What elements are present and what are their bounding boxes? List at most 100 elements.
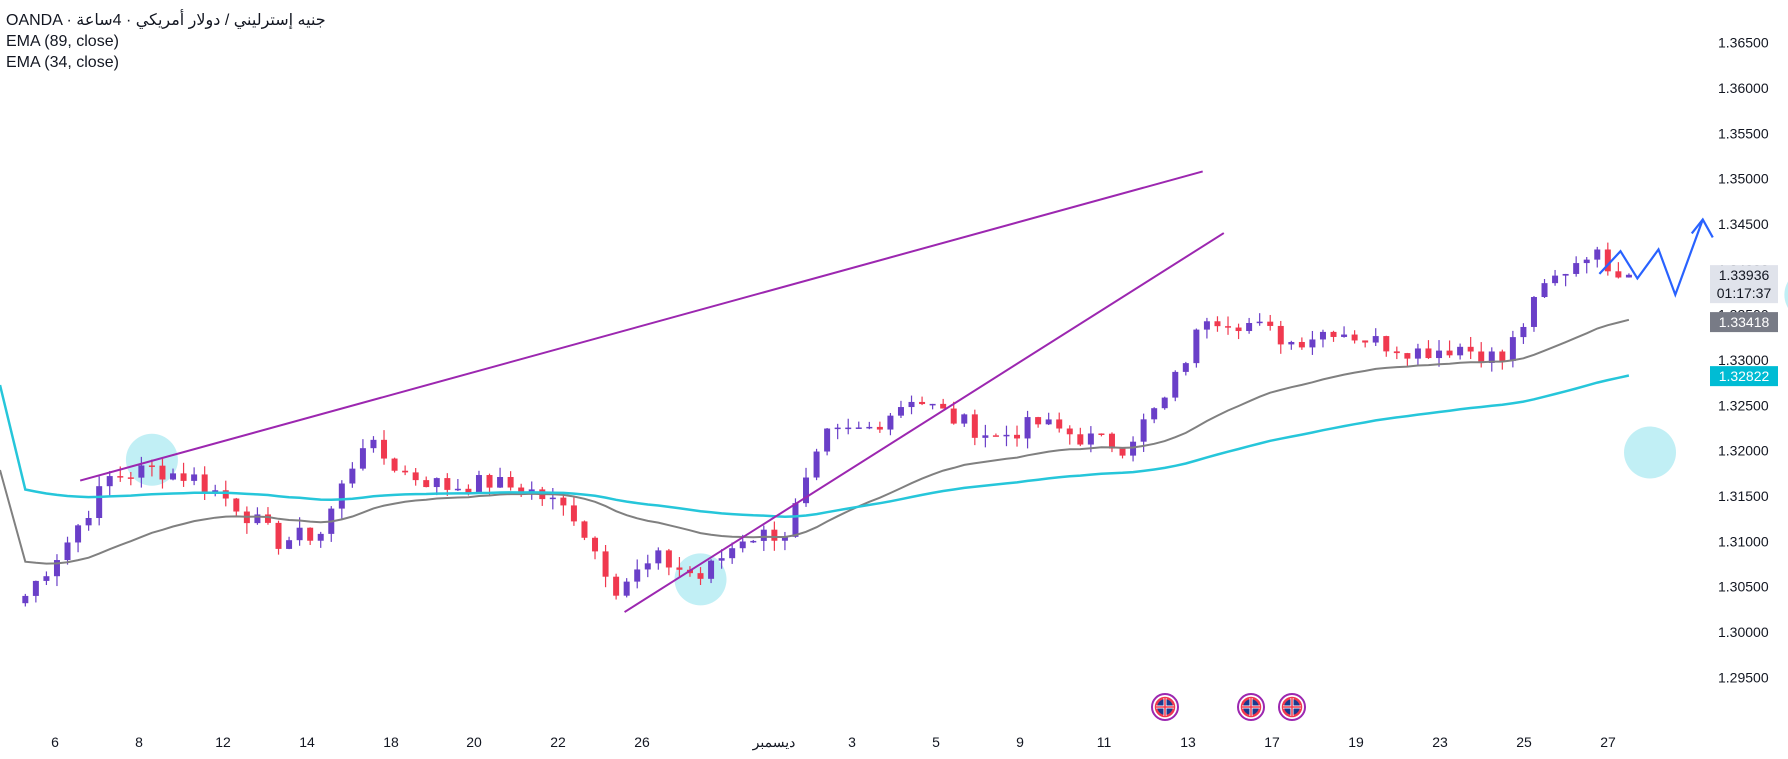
candle <box>296 517 303 546</box>
price-tick: 1.34500 <box>1718 216 1769 232</box>
price-tick: 1.31000 <box>1718 533 1769 549</box>
candle-body <box>1277 325 1284 345</box>
candle-body <box>1035 417 1042 425</box>
candle-body <box>992 435 999 437</box>
candle-body <box>1583 259 1590 264</box>
candle <box>528 481 535 500</box>
candle-body <box>275 522 282 549</box>
candle <box>961 413 968 427</box>
candle <box>1161 396 1168 410</box>
candle-body <box>381 439 388 459</box>
candle-body <box>1478 351 1485 364</box>
candle <box>1341 326 1348 338</box>
candle <box>1583 257 1590 274</box>
candle <box>233 497 240 516</box>
ema34-legend[interactable]: EMA (34, close) <box>6 54 119 71</box>
candle <box>454 478 461 492</box>
candle-body <box>570 505 577 522</box>
candle <box>919 396 926 406</box>
candle-body <box>1098 433 1105 435</box>
price-axis[interactable]: 1.365001.360001.355001.350001.345001.340… <box>1718 35 1769 686</box>
candle-body <box>581 521 588 538</box>
upper-trendline[interactable] <box>79 170 1203 482</box>
candle-body <box>940 403 947 409</box>
candle-body <box>222 490 229 499</box>
candle <box>444 473 451 496</box>
lower-trendline[interactable] <box>624 232 1225 613</box>
candle <box>423 476 430 488</box>
price-tick: 1.35500 <box>1718 125 1769 141</box>
candle <box>1362 340 1369 348</box>
ema89-price-tag-value: 1.32822 <box>1719 368 1770 384</box>
time-tick: 5 <box>932 734 940 750</box>
candle <box>1077 427 1084 447</box>
candle-body <box>1246 322 1253 332</box>
economic-events[interactable] <box>1151 693 1306 721</box>
price-tick: 1.31500 <box>1718 488 1769 504</box>
candle-body <box>1541 283 1548 298</box>
candle-body <box>22 595 29 604</box>
trendlines <box>79 170 1714 613</box>
candle <box>1319 329 1326 348</box>
candle-body <box>1161 397 1168 409</box>
candle-body <box>1140 419 1147 442</box>
candle-body <box>1235 327 1242 332</box>
candle-body <box>444 478 451 490</box>
candle <box>370 436 377 453</box>
candle-body <box>676 567 683 570</box>
time-tick: ديسمبر <box>752 734 796 751</box>
candle <box>85 510 92 531</box>
candle-body <box>507 477 514 488</box>
candle-body <box>1256 321 1263 324</box>
candle <box>697 567 704 585</box>
candle-body <box>750 540 757 543</box>
candle-body <box>1130 441 1137 456</box>
ema34-price-tag-bg <box>1710 312 1778 333</box>
time-tick: 22 <box>550 734 566 750</box>
candle-body <box>1446 350 1453 356</box>
candle <box>1066 425 1073 445</box>
candle <box>708 559 715 584</box>
candle <box>1615 262 1622 279</box>
projection-path[interactable] <box>1598 219 1704 298</box>
candle <box>1573 256 1580 277</box>
time-axis[interactable]: 6 8 12 14 18 20 22 26 ديسمبر 3 5 9 11 13 17 19 23 25 27 <box>51 734 1616 751</box>
ema89-line <box>0 374 1630 518</box>
uk-flag-icon[interactable] <box>1278 693 1306 721</box>
candle <box>1172 370 1179 402</box>
symbol-title[interactable]: OANDA · جنيه إسترليني / دولار أمريكي · 4… <box>6 12 326 29</box>
candle-body <box>43 576 50 581</box>
candle-body <box>887 415 894 430</box>
uk-flag-icon[interactable] <box>1237 693 1265 721</box>
uk-flag-icon[interactable] <box>1151 693 1179 721</box>
candle-body <box>1309 339 1316 348</box>
time-tick: 18 <box>383 734 399 750</box>
candle-body <box>317 533 324 541</box>
candle-body <box>1014 434 1021 439</box>
last-price-tag-countdown: 01:17:37 <box>1717 285 1772 301</box>
candle <box>138 456 145 488</box>
candle-body <box>1520 326 1527 338</box>
candle <box>1098 433 1105 437</box>
candle <box>1298 337 1305 350</box>
candle-body <box>1077 434 1084 445</box>
candle-body <box>623 581 630 596</box>
candle-body <box>1467 346 1474 352</box>
ema34-price-tag: 1.33418 <box>1710 312 1778 333</box>
touch-point-highlights <box>125 281 1788 606</box>
time-tick: 19 <box>1348 734 1364 750</box>
ema89-legend[interactable]: EMA (89, close) <box>6 33 119 50</box>
candle <box>1562 273 1569 287</box>
candle <box>1372 328 1379 347</box>
candle <box>1108 432 1115 453</box>
candle-body <box>233 498 240 512</box>
candle <box>665 548 672 576</box>
candle <box>982 424 989 448</box>
candle <box>824 427 831 456</box>
candle <box>950 401 957 425</box>
candle <box>1414 343 1421 367</box>
candle <box>570 496 577 526</box>
candle-body <box>1604 249 1611 272</box>
candle <box>1267 314 1274 331</box>
